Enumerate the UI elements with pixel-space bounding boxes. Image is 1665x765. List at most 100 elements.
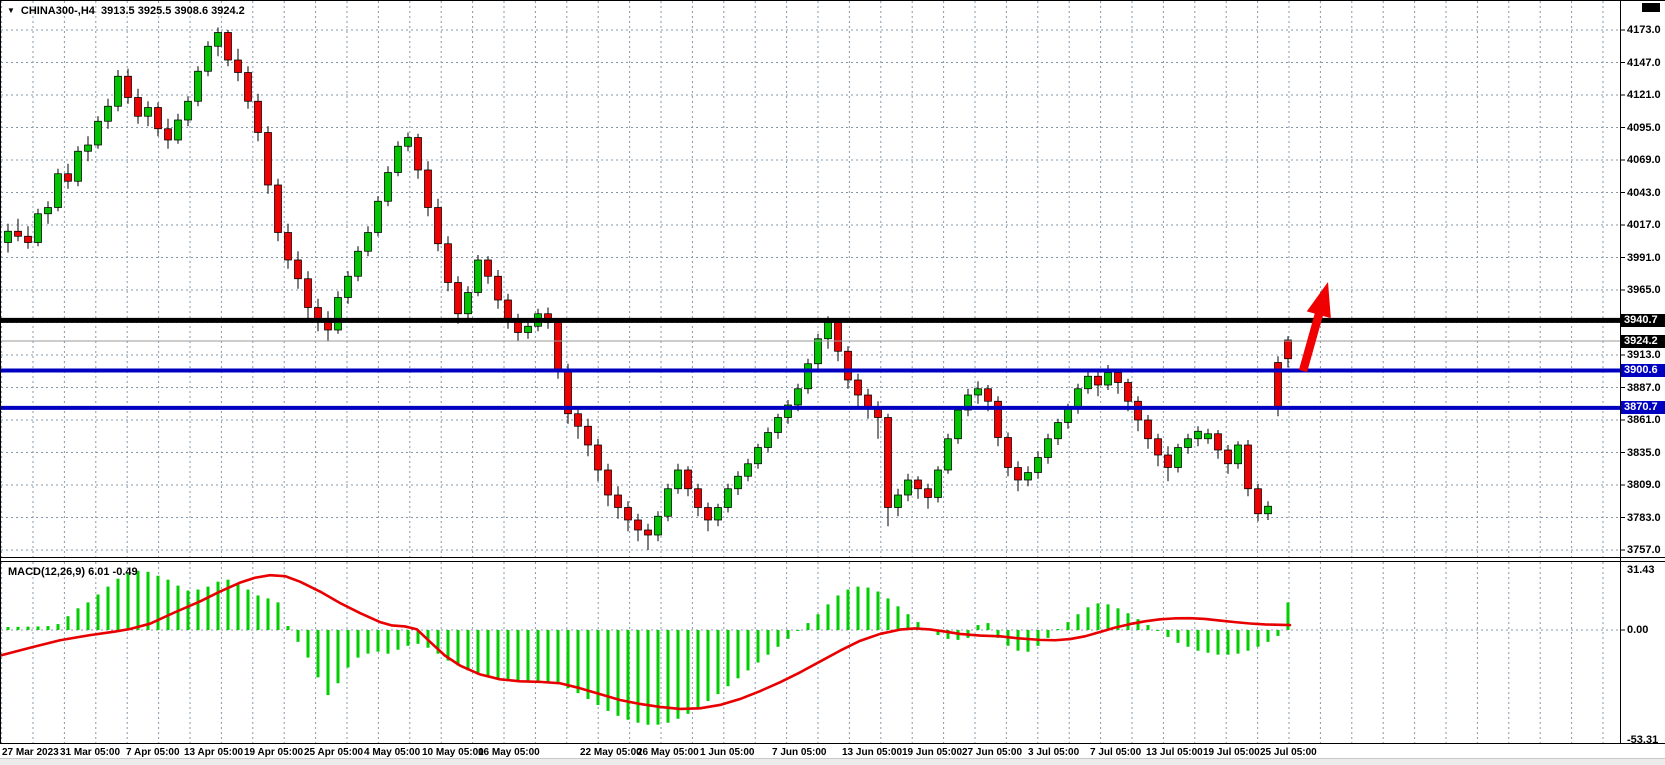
- macd-histogram-bar: [656, 630, 660, 725]
- candle-bull: [474, 259, 482, 293]
- macd-histogram-bar: [106, 586, 110, 630]
- time-axis-strip[interactable]: [0, 744, 1665, 758]
- candle-bull: [204, 45, 212, 72]
- macd-histogram-bar: [1046, 630, 1050, 638]
- macd-histogram-bar: [196, 589, 200, 630]
- macd-scale-bottom: -53.31: [1627, 734, 1659, 746]
- macd-histogram-bar: [1076, 614, 1080, 630]
- candle-bear: [844, 350, 852, 381]
- macd-histogram-bar: [576, 630, 580, 694]
- macd-histogram-bar: [156, 575, 160, 630]
- macd-histogram-bar: [416, 630, 420, 644]
- macd-histogram-bar: [316, 630, 320, 678]
- candle-bear: [994, 400, 1002, 438]
- macd-histogram-bar: [36, 626, 40, 630]
- candle-bear: [124, 75, 132, 98]
- macd-histogram-bar: [556, 630, 560, 685]
- macd-histogram-bar: [276, 602, 280, 630]
- time-axis-label: 27 Jun 05:00: [962, 747, 1023, 758]
- candle-bull: [464, 292, 472, 315]
- candle-bear: [134, 97, 142, 117]
- candle-bull: [764, 432, 772, 448]
- candle-bull: [1024, 472, 1032, 481]
- candle-bear: [454, 282, 462, 315]
- candle-bull: [734, 475, 742, 490]
- macd-histogram-bar: [376, 630, 380, 652]
- time-axis-label: 13 Jun 05:00: [842, 747, 903, 758]
- price-axis-label: 4095.0: [1627, 121, 1661, 134]
- time-axis-label: 27 Mar 2023: [2, 747, 59, 758]
- candle-bear: [924, 488, 932, 498]
- price-axis-label: 3887.0: [1627, 381, 1661, 394]
- price-axis-label: 4121.0: [1627, 89, 1661, 101]
- time-axis-label: 7 Jul 05:00: [1090, 747, 1142, 758]
- candle-bear: [644, 529, 652, 536]
- macd-histogram-bar: [696, 630, 700, 708]
- candle-bull: [974, 388, 982, 396]
- one-click-trading-toggle-icon[interactable]: ▼: [7, 6, 15, 15]
- macd-histogram-bar: [16, 626, 20, 630]
- macd-histogram-bar: [496, 630, 500, 680]
- time-axis-label: 19 Jun 05:00: [902, 747, 963, 758]
- candle-bull: [394, 145, 402, 173]
- candle-bear: [694, 488, 702, 508]
- macd-histogram-bar: [1216, 630, 1220, 655]
- candle-bear: [24, 235, 32, 243]
- trend-arrow-shaft[interactable]: [1298, 307, 1325, 373]
- candle-bull: [354, 250, 362, 277]
- candle-bear: [164, 128, 172, 141]
- macd-histogram-bar: [1116, 608, 1120, 630]
- macd-histogram-bar: [456, 630, 460, 666]
- candle-bull: [1044, 438, 1052, 458]
- macd-histogram-bar: [876, 591, 880, 630]
- candle-bear: [1014, 467, 1022, 481]
- candle-bear: [234, 59, 242, 73]
- candle-bear: [444, 243, 452, 283]
- candle-bear: [1284, 339, 1292, 360]
- candle-bear: [834, 322, 842, 352]
- price-axis-label: 4147.0: [1627, 56, 1661, 69]
- time-axis-label: 13 Jul 05:00: [1146, 747, 1203, 758]
- window-bottom-edge: [0, 758, 1665, 765]
- price-axis-label: 4017.0: [1627, 219, 1661, 231]
- macd-histogram-bar: [866, 587, 870, 630]
- candle-bull: [104, 105, 112, 122]
- time-axis-label: 4 May 05:00: [364, 747, 421, 758]
- candle-bull: [804, 363, 812, 390]
- macd-histogram-bar: [116, 578, 120, 630]
- candle-bear: [854, 379, 862, 396]
- time-axis-label: 1 Jun 05:00: [700, 747, 755, 758]
- macd-histogram-bar: [1206, 630, 1210, 653]
- macd-histogram-bar: [736, 630, 740, 679]
- macd-histogram-bar: [1126, 613, 1130, 630]
- candle-bull: [674, 469, 682, 490]
- candle-bull: [904, 479, 912, 496]
- macd-histogram-bar: [606, 630, 610, 711]
- macd-histogram-bar: [1266, 630, 1270, 642]
- candle-bear: [424, 169, 432, 208]
- time-axis-label: 3 Jul 05:00: [1028, 747, 1080, 758]
- macd-histogram-bar: [516, 630, 520, 682]
- trend-arrow-head[interactable]: [1306, 282, 1331, 319]
- candle-bull: [94, 120, 102, 146]
- macd-histogram-bar: [1096, 603, 1100, 630]
- candle-bull: [1054, 422, 1062, 440]
- price-axis-label: 3913.0: [1627, 349, 1661, 361]
- candle-bull: [894, 494, 902, 508]
- macd-histogram-bar: [1016, 630, 1020, 651]
- macd-histogram-bar: [146, 571, 150, 630]
- time-axis-label: 19 Jul 05:00: [1203, 747, 1260, 758]
- macd-histogram-bar: [776, 630, 780, 647]
- macd-histogram-bar: [406, 630, 410, 646]
- time-axis-label: 25 Apr 05:00: [304, 747, 364, 758]
- macd-histogram-bar: [206, 586, 210, 630]
- candle-bull: [1104, 372, 1112, 386]
- macd-histogram-bar: [226, 579, 230, 630]
- time-axis-label: 13 Apr 05:00: [184, 747, 244, 758]
- macd-histogram-bar: [236, 584, 240, 630]
- price-axis-label: 3783.0: [1627, 511, 1661, 524]
- macd-histogram-bar: [296, 630, 300, 642]
- price-axis-label: 4069.0: [1627, 154, 1661, 166]
